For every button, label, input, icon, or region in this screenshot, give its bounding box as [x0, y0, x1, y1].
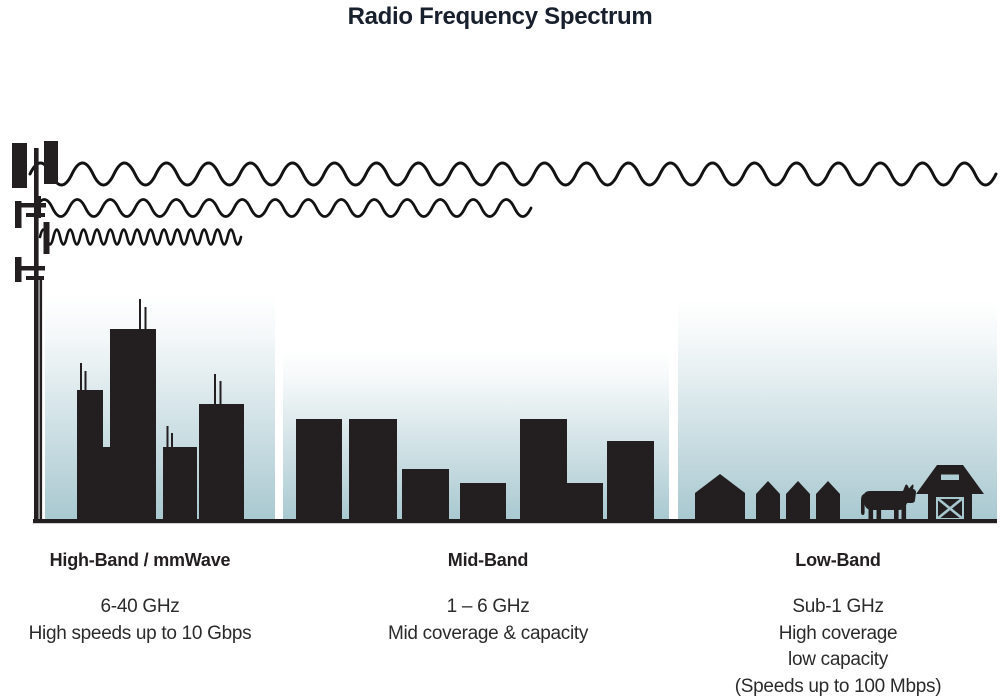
high-band-skyline [77, 299, 244, 521]
mid-band-frequency: 1 – 6 GHz [446, 596, 530, 617]
mid-band-skyline [296, 419, 654, 521]
low-band-frequency: Sub-1 GHz [792, 596, 884, 617]
low-band-heading: Low-Band [795, 550, 881, 570]
low-band-long-wave-icon [28, 161, 998, 187]
mid-band-heading: Mid-Band [447, 550, 529, 570]
mid-rise-building-icon [460, 483, 506, 521]
high-band-short-wave-icon [38, 228, 243, 246]
high-band-label-group: High-Band / mmWave 6-40 GHz High speeds … [10, 550, 270, 647]
diagram-title: Radio Frequency Spectrum [347, 3, 653, 30]
low-band-description: High coverage [778, 622, 898, 644]
radio-waves [28, 161, 998, 246]
ground-line [33, 519, 997, 524]
house-icon [756, 481, 780, 521]
mid-rise-building-icon [607, 441, 654, 521]
house-icon [816, 481, 840, 521]
cell-tower-icon [12, 141, 58, 520]
mid-band-label-group: Mid-Band 1 – 6 GHz Mid coverage & capaci… [358, 550, 618, 647]
cow-icon [861, 484, 916, 519]
mid-rise-building-icon [520, 419, 567, 521]
barn-icon [916, 465, 984, 521]
barn-window-icon [941, 474, 959, 480]
high-band-frequency: 6-40 GHz [100, 596, 180, 617]
low-band-farm-scene [695, 465, 984, 521]
low-band-description: low capacity [788, 649, 888, 670]
mid-band-medium-wave-icon [34, 198, 533, 218]
house-icon [695, 474, 745, 521]
mid-band-description: Mid coverage & capacity [387, 622, 589, 644]
house-icon [786, 481, 810, 521]
high-band-description: High speeds up to 10 Gbps [28, 622, 252, 644]
mid-rise-building-icon [402, 469, 449, 521]
city-skyscrapers-icon [77, 329, 244, 521]
rooftop-antennas-icon [80, 299, 222, 448]
mid-rise-building-icon [349, 419, 397, 521]
low-band-label-group: Low-Band Sub-1 GHz High coverage low cap… [698, 550, 978, 700]
mid-rise-building-icon [296, 419, 342, 521]
mid-rise-building-icon [567, 483, 603, 521]
low-band-description: (Speeds up to 100 Mbps) [734, 675, 942, 697]
high-band-heading: High-Band / mmWave [49, 550, 231, 570]
